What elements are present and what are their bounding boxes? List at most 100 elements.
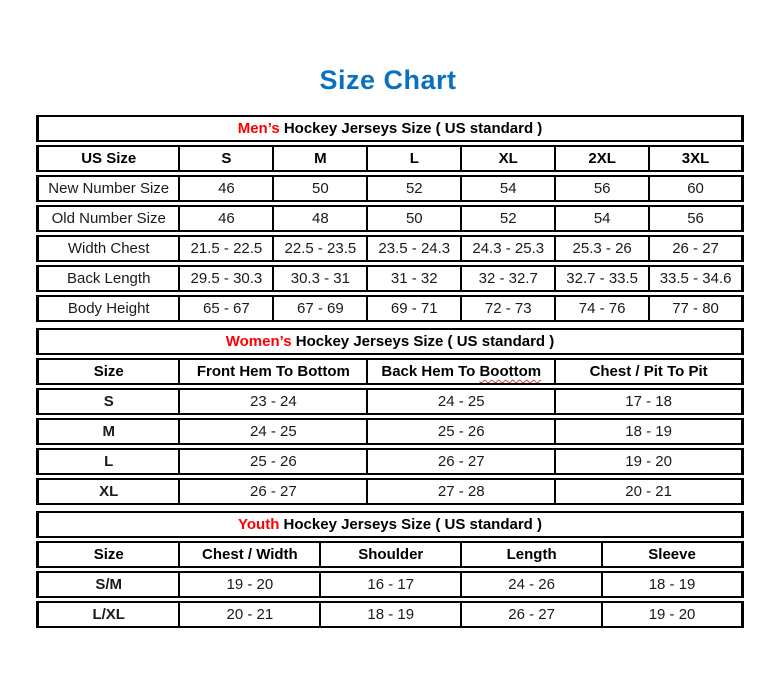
- row-label: Body Height: [36, 295, 181, 322]
- row-label: Back Length: [36, 265, 181, 292]
- page-title: Size Chart: [319, 65, 457, 95]
- cell: 50: [274, 175, 369, 202]
- col-header-l: L: [368, 145, 463, 172]
- cell: 19 - 20: [603, 601, 744, 628]
- cell: 46: [180, 175, 275, 202]
- col-header-xl: XL: [462, 145, 557, 172]
- table-row: Width Chest 21.5 - 22.5 22.5 - 23.5 23.5…: [36, 235, 744, 262]
- table-row: Body Height 65 - 67 67 - 69 69 - 71 72 -…: [36, 295, 744, 322]
- youth-header-row: Size Chest / Width Shoulder Length Sleev…: [36, 541, 744, 568]
- cell: 24 - 25: [368, 388, 557, 415]
- mens-section-banner: Men’s Hockey Jerseys Size ( US standard …: [36, 115, 744, 142]
- cell: 54: [462, 175, 557, 202]
- cell: 72 - 73: [462, 295, 557, 322]
- cell: 25 - 26: [180, 448, 369, 475]
- cell: 56: [650, 205, 744, 232]
- cell: 26 - 27: [650, 235, 744, 262]
- cell: 16 - 17: [321, 571, 463, 598]
- mens-banner-accent: Men’s: [237, 120, 280, 137]
- cell: 31 - 32: [368, 265, 463, 292]
- youth-size-table: Youth Hockey Jerseys Size ( US standard …: [36, 508, 744, 631]
- col-header-sleeve: Sleeve: [603, 541, 744, 568]
- cell: 26 - 27: [462, 601, 604, 628]
- womens-banner-rest: Hockey Jerseys Size ( US standard ): [295, 333, 555, 350]
- table-row: New Number Size 46 50 52 54 56 60: [36, 175, 744, 202]
- cell: 26 - 27: [180, 478, 369, 505]
- cell: 52: [462, 205, 557, 232]
- row-label: S/M: [36, 571, 181, 598]
- youth-banner-row: Youth Hockey Jerseys Size ( US standard …: [36, 511, 744, 538]
- row-label: L/XL: [36, 601, 181, 628]
- youth-section-banner: Youth Hockey Jerseys Size ( US standard …: [36, 511, 744, 538]
- cell: 26 - 27: [368, 448, 557, 475]
- cell: 20 - 21: [180, 601, 322, 628]
- col-header-shoulder: Shoulder: [321, 541, 463, 568]
- cell: 25 - 26: [368, 418, 557, 445]
- row-label: XL: [36, 478, 181, 505]
- cell: 56: [556, 175, 651, 202]
- womens-header-row: Size Front Hem To Bottom Back Hem To Boo…: [36, 358, 744, 385]
- table-row: L/XL 20 - 21 18 - 19 26 - 27 19 - 20: [36, 601, 744, 628]
- row-label: L: [36, 448, 181, 475]
- cell: 19 - 20: [180, 571, 322, 598]
- table-row: S 23 - 24 24 - 25 17 - 18: [36, 388, 744, 415]
- cell: 24 - 25: [180, 418, 369, 445]
- size-chart-tables: Men’s Hockey Jerseys Size ( US standard …: [36, 112, 744, 631]
- cell: 77 - 80: [650, 295, 744, 322]
- cell: 50: [368, 205, 463, 232]
- cell: 74 - 76: [556, 295, 651, 322]
- col-header-front-hem: Front Hem To Bottom: [180, 358, 369, 385]
- cell: 23 - 24: [180, 388, 369, 415]
- back-hem-misspelled-word: Boottom: [479, 363, 542, 380]
- table-row: XL 26 - 27 27 - 28 20 - 21: [36, 478, 744, 505]
- cell: 60: [650, 175, 744, 202]
- row-label: Old Number Size: [36, 205, 181, 232]
- cell: 27 - 28: [368, 478, 557, 505]
- table-row: Old Number Size 46 48 50 52 54 56: [36, 205, 744, 232]
- col-header-length: Length: [462, 541, 604, 568]
- row-label: New Number Size: [36, 175, 181, 202]
- col-header-s: S: [180, 145, 275, 172]
- cell: 24.3 - 25.3: [462, 235, 557, 262]
- cell: 21.5 - 22.5: [180, 235, 275, 262]
- row-label: M: [36, 418, 181, 445]
- cell: 22.5 - 23.5: [274, 235, 369, 262]
- cell: 33.5 - 34.6: [650, 265, 744, 292]
- cell: 67 - 69: [274, 295, 369, 322]
- back-hem-prefix: Back Hem To: [381, 363, 476, 380]
- cell: 23.5 - 24.3: [368, 235, 463, 262]
- cell: 18 - 19: [321, 601, 463, 628]
- mens-size-table: Men’s Hockey Jerseys Size ( US standard …: [36, 112, 744, 325]
- mens-header-row: US Size S M L XL 2XL 3XL: [36, 145, 744, 172]
- cell: 48: [274, 205, 369, 232]
- cell: 65 - 67: [180, 295, 275, 322]
- cell: 18 - 19: [603, 571, 744, 598]
- col-header-size: Size: [36, 358, 181, 385]
- col-header-m: M: [274, 145, 369, 172]
- mens-banner-rest: Hockey Jerseys Size ( US standard ): [283, 120, 543, 137]
- col-header-size: Size: [36, 541, 181, 568]
- cell: 69 - 71: [368, 295, 463, 322]
- col-header-chest-width: Chest / Width: [180, 541, 322, 568]
- cell: 19 - 20: [556, 448, 744, 475]
- row-label: Width Chest: [36, 235, 181, 262]
- womens-banner-accent: Women’s: [225, 333, 292, 350]
- mens-banner-row: Men’s Hockey Jerseys Size ( US standard …: [36, 115, 744, 142]
- table-row: M 24 - 25 25 - 26 18 - 19: [36, 418, 744, 445]
- cell: 46: [180, 205, 275, 232]
- womens-banner-row: Women’s Hockey Jerseys Size ( US standar…: [36, 328, 744, 355]
- table-row: Back Length 29.5 - 30.3 30.3 - 31 31 - 3…: [36, 265, 744, 292]
- cell: 17 - 18: [556, 388, 744, 415]
- youth-banner-accent: Youth: [238, 516, 280, 533]
- cell: 54: [556, 205, 651, 232]
- cell: 32.7 - 33.5: [556, 265, 651, 292]
- cell: 32 - 32.7: [462, 265, 557, 292]
- cell: 29.5 - 30.3: [180, 265, 275, 292]
- col-header-2xl: 2XL: [556, 145, 651, 172]
- youth-banner-rest: Hockey Jerseys Size ( US standard ): [283, 516, 542, 533]
- col-header-chest-pit: Chest / Pit To Pit: [556, 358, 744, 385]
- col-header-us-size: US Size: [36, 145, 181, 172]
- cell: 20 - 21: [556, 478, 744, 505]
- row-label: S: [36, 388, 181, 415]
